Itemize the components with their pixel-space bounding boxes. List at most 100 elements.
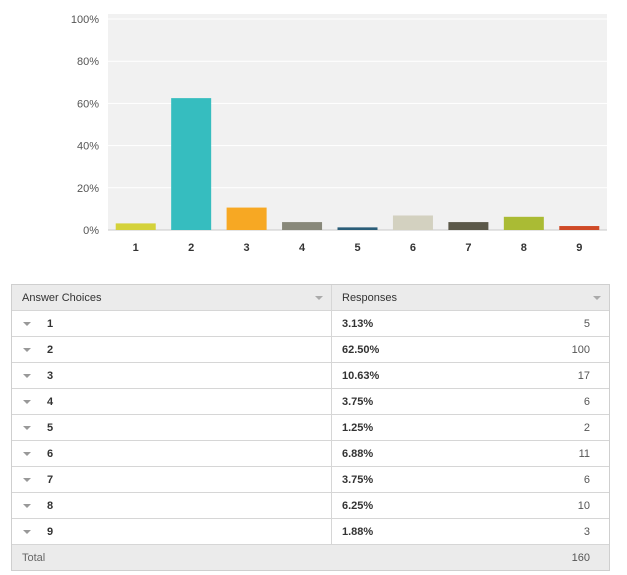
- bar-9[interactable]: [559, 226, 600, 230]
- response-count: 11: [578, 447, 590, 460]
- response-cell: 3.75% 6: [332, 389, 609, 414]
- bar-3[interactable]: [226, 207, 267, 230]
- responses-header-label: Responses: [342, 291, 398, 304]
- response-cell: 3.13% 5: [332, 311, 609, 336]
- total-label-cell: Total: [12, 545, 332, 570]
- table-row: 6 6.88% 11: [12, 440, 609, 466]
- choice-label: 1: [47, 317, 54, 330]
- table-row: 8 6.25% 10: [12, 492, 609, 518]
- answer-choices-header[interactable]: Answer Choices: [12, 285, 332, 310]
- bar-5[interactable]: [337, 227, 378, 230]
- bar-6[interactable]: [392, 215, 433, 230]
- responses-table: Answer Choices Responses 1 3.13% 5 2 62.…: [11, 284, 610, 571]
- response-count: 100: [571, 343, 590, 356]
- response-cell: 6.88% 11: [332, 441, 609, 466]
- expand-caret-icon[interactable]: [23, 399, 31, 404]
- choice-cell: 1: [12, 311, 332, 336]
- response-count: 6: [583, 395, 590, 408]
- expand-caret-icon[interactable]: [23, 425, 31, 430]
- bar-1[interactable]: [115, 223, 156, 230]
- y-tick-label: 60%: [77, 98, 99, 110]
- total-label: Total: [22, 551, 46, 564]
- choice-label: 2: [47, 343, 54, 356]
- table-row: 7 3.75% 6: [12, 466, 609, 492]
- response-count: 17: [577, 369, 590, 382]
- choice-cell: 8: [12, 493, 332, 518]
- table-row: 9 1.88% 3: [12, 518, 609, 544]
- answer-choices-header-label: Answer Choices: [22, 291, 102, 304]
- response-percent: 1.88%: [342, 525, 374, 538]
- response-cell: 6.25% 10: [332, 493, 609, 518]
- choice-cell: 4: [12, 389, 332, 414]
- choice-label: 9: [47, 525, 54, 538]
- choice-cell: 3: [12, 363, 332, 388]
- response-count: 6: [583, 473, 590, 486]
- x-tick-label: 5: [354, 242, 360, 254]
- total-row: Total 160: [12, 544, 609, 570]
- table-row: 5 1.25% 2: [12, 414, 609, 440]
- bar-2[interactable]: [171, 98, 212, 230]
- table-row: 4 3.75% 6: [12, 388, 609, 414]
- response-percent: 62.50%: [342, 343, 380, 356]
- expand-caret-icon[interactable]: [23, 347, 31, 352]
- x-axis-ticks: 1 2 3 4 5 6 7 8 9: [133, 242, 583, 254]
- y-tick-label: 40%: [77, 141, 99, 153]
- response-percent: 3.13%: [342, 317, 374, 330]
- response-percent: 3.75%: [342, 395, 374, 408]
- response-cell: 1.25% 2: [332, 415, 609, 440]
- choice-cell: 6: [12, 441, 332, 466]
- response-cell: 1.88% 3: [332, 519, 609, 544]
- x-tick-label: 1: [133, 242, 139, 254]
- response-percent: 3.75%: [342, 473, 374, 486]
- bars: [115, 98, 600, 230]
- bar-8[interactable]: [503, 216, 544, 230]
- response-count: 10: [577, 499, 590, 512]
- choice-label: 3: [47, 369, 54, 382]
- choice-label: 4: [47, 395, 54, 408]
- expand-caret-icon[interactable]: [23, 321, 31, 326]
- table-row: 2 62.50% 100: [12, 336, 609, 362]
- bar-chart: 0% 20% 40% 60% 80% 100% 1 2 3 4 5 6 7 8 9: [71, 14, 607, 254]
- table-row: 1 3.13% 5: [12, 310, 609, 336]
- choice-label: 8: [47, 499, 54, 512]
- y-tick-label: 20%: [77, 183, 99, 195]
- x-tick-label: 4: [299, 242, 306, 254]
- x-tick-label: 6: [410, 242, 416, 254]
- response-percent: 10.63%: [342, 369, 380, 382]
- x-tick-label: 3: [244, 242, 250, 254]
- response-percent: 6.88%: [342, 447, 374, 460]
- y-tick-label: 80%: [77, 56, 99, 68]
- sort-caret-icon[interactable]: [593, 296, 601, 300]
- choice-cell: 2: [12, 337, 332, 362]
- choice-label: 6: [47, 447, 54, 460]
- expand-caret-icon[interactable]: [23, 529, 31, 534]
- choice-cell: 5: [12, 415, 332, 440]
- choice-label: 7: [47, 473, 54, 486]
- table-row: 3 10.63% 17: [12, 362, 609, 388]
- expand-caret-icon[interactable]: [23, 503, 31, 508]
- response-count: 3: [583, 525, 590, 538]
- bar-4[interactable]: [282, 222, 323, 230]
- choice-label: 5: [47, 421, 54, 434]
- response-cell: 62.50% 100: [332, 337, 609, 362]
- response-count: 2: [583, 421, 590, 434]
- response-cell: 10.63% 17: [332, 363, 609, 388]
- responses-header[interactable]: Responses: [332, 285, 609, 310]
- y-tick-label: 0%: [83, 225, 99, 237]
- choice-cell: 9: [12, 519, 332, 544]
- expand-caret-icon[interactable]: [23, 373, 31, 378]
- x-tick-label: 8: [521, 242, 527, 254]
- x-tick-label: 2: [188, 242, 194, 254]
- expand-caret-icon[interactable]: [23, 451, 31, 456]
- bar-7[interactable]: [448, 222, 489, 230]
- y-tick-label: 100%: [71, 14, 99, 26]
- total-value-cell: 160: [332, 545, 609, 570]
- total-value: 160: [571, 551, 590, 564]
- y-axis-ticks: 0% 20% 40% 60% 80% 100%: [71, 14, 99, 237]
- table-header-row: Answer Choices Responses: [12, 285, 609, 310]
- expand-caret-icon[interactable]: [23, 477, 31, 482]
- choice-cell: 7: [12, 467, 332, 492]
- x-tick-label: 7: [465, 242, 471, 254]
- sort-caret-icon[interactable]: [315, 296, 323, 300]
- x-tick-label: 9: [576, 242, 582, 254]
